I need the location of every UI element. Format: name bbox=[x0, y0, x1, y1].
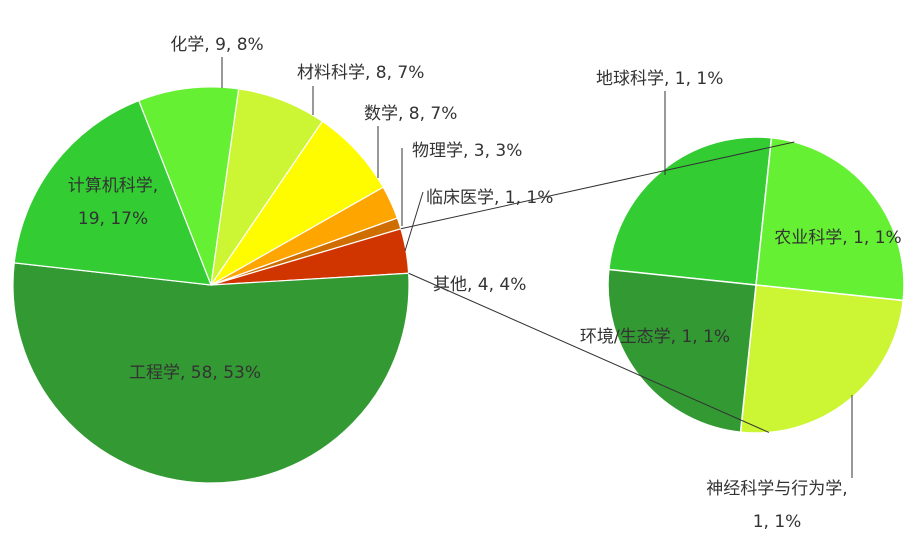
leader-line-临床医学 bbox=[404, 191, 424, 252]
data-label-临床医学: 临床医学, 1, 1% bbox=[426, 188, 553, 208]
data-label-材料科学: 材料科学, 8, 7% bbox=[297, 63, 424, 83]
data-label-数学: 数学, 8, 7% bbox=[364, 104, 457, 124]
pie-slice-化学 bbox=[137, 86, 240, 288]
data-label-神经科学与行为学-line-1: 神经科学与行为学, bbox=[706, 479, 847, 499]
pie-slice-工程学 bbox=[12, 262, 410, 484]
data-label-环境/生态学: 环境/生态学, 1, 1% bbox=[580, 327, 730, 347]
connector-line-top bbox=[400, 141, 795, 230]
sub-pie-slice-环境/生态学 bbox=[607, 268, 757, 434]
data-label-工程学: 工程学, 58, 53% bbox=[129, 363, 261, 383]
sub-pie-slice-地球科学 bbox=[607, 136, 773, 286]
data-label-计算机科学-line-2: 19, 17% bbox=[78, 209, 148, 229]
sub-pie-slice-神经科学与行为学 bbox=[739, 284, 905, 434]
data-label-物理学: 物理学, 3, 3% bbox=[412, 141, 522, 161]
data-label-神经科学与行为学-line-2: 1, 1% bbox=[753, 512, 802, 532]
sub-pie-slice-农业科学 bbox=[755, 136, 905, 302]
data-label-其他: 其他, 4, 4% bbox=[433, 275, 526, 295]
data-label-地球科学: 地球科学, 1, 1% bbox=[596, 69, 723, 89]
data-label-计算机科学-line-1: 计算机科学, bbox=[68, 176, 158, 196]
pie-slice-计算机科学 bbox=[13, 99, 212, 286]
data-label-化学: 化学, 9, 8% bbox=[170, 35, 263, 55]
data-label-农业科学: 农业科学, 1, 1% bbox=[774, 228, 901, 248]
connector-line-bottom bbox=[408, 272, 770, 433]
